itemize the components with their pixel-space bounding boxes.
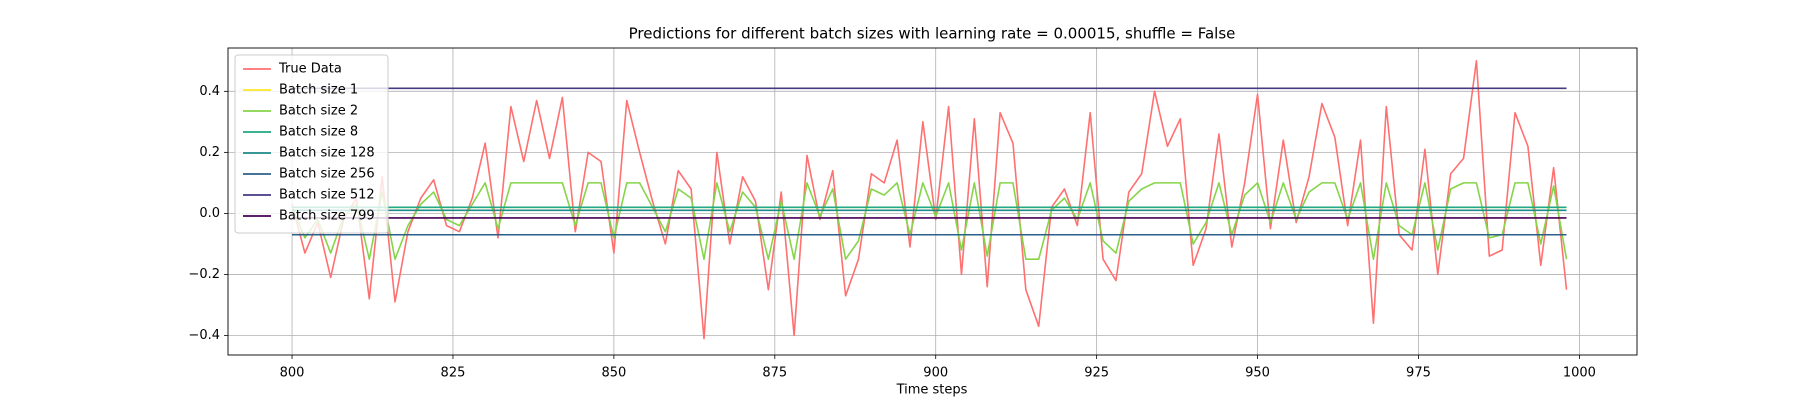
legend-label: Batch size 799 bbox=[279, 209, 375, 224]
legend-item: Batch size 8 bbox=[243, 125, 358, 140]
x-tick-label: 1000 bbox=[1563, 366, 1596, 381]
series-line bbox=[291, 60, 1568, 340]
y-tick-label: 0.4 bbox=[199, 84, 220, 99]
x-tick-label: 800 bbox=[280, 366, 305, 381]
legend-item: Batch size 2 bbox=[243, 104, 358, 119]
legend-item: Batch size 256 bbox=[243, 167, 375, 182]
legend-label: Batch size 1 bbox=[279, 83, 358, 98]
legend-item: True Data bbox=[243, 62, 342, 77]
legend-label: Batch size 2 bbox=[279, 104, 358, 119]
legend-label: Batch size 128 bbox=[279, 146, 375, 161]
y-tick-label: −0.2 bbox=[188, 267, 220, 282]
y-tick-label: −0.4 bbox=[188, 328, 220, 343]
legend-label: Batch size 512 bbox=[279, 188, 375, 203]
y-tick-label: 0.2 bbox=[199, 145, 220, 160]
plot-frame bbox=[227, 47, 1638, 356]
x-tick-label: 950 bbox=[1245, 366, 1270, 381]
x-tick-label: 875 bbox=[762, 366, 787, 381]
legend-box bbox=[234, 54, 389, 234]
legend-label: Batch size 256 bbox=[279, 167, 375, 182]
legend-label: Batch size 8 bbox=[279, 125, 358, 140]
y-tick-label: 0.0 bbox=[199, 206, 220, 221]
x-axis-label: Time steps bbox=[896, 383, 968, 398]
x-tick-label: 825 bbox=[441, 366, 466, 381]
x-tick-label: 975 bbox=[1406, 366, 1431, 381]
series-line bbox=[291, 182, 1568, 260]
legend-item: Batch size 1 bbox=[243, 83, 358, 98]
x-tick-label: 900 bbox=[923, 366, 948, 381]
legend-item: Batch size 128 bbox=[243, 146, 375, 161]
legend-item: Batch size 799 bbox=[243, 209, 375, 224]
x-tick-label: 925 bbox=[1084, 366, 1109, 381]
legend-label: True Data bbox=[278, 62, 342, 77]
legend-item: Batch size 512 bbox=[243, 188, 375, 203]
x-tick-label: 850 bbox=[601, 366, 626, 381]
legend: True Data Batch size 1 Batch size 2 Batch s… bbox=[234, 54, 389, 234]
chart-title: Predictions for different batch sizes wi… bbox=[629, 25, 1236, 43]
